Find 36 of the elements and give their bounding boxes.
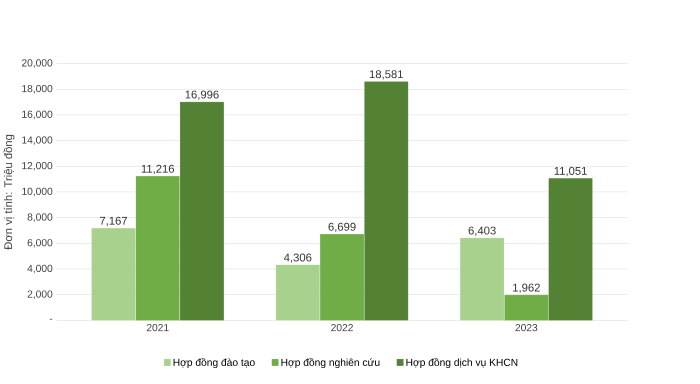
data-label: 18,581 [370, 70, 403, 80]
y-tick-label: 6,000 [28, 238, 52, 248]
data-label: 1,962 [513, 283, 540, 293]
y-axis-title: Đơn vị tính: Triệu đồng [3, 134, 14, 250]
data-label: 4,306 [284, 253, 312, 263]
bar [180, 102, 224, 320]
bar [320, 234, 364, 320]
y-tick-label: 4,000 [27, 264, 52, 274]
data-label: 6,403 [468, 226, 496, 236]
bar [460, 238, 504, 320]
bar [504, 294, 548, 320]
bar [92, 228, 136, 320]
y-tick-label: 20,000 [22, 59, 52, 68]
y-tick-label: 10,000 [22, 188, 52, 196]
data-label: 16,996 [186, 90, 219, 100]
legend-label: Hợp đồng nghiên cứu [281, 358, 380, 368]
legend-label: Hợp đồng dịch vụ KHCN [406, 358, 518, 368]
bar [364, 81, 408, 320]
legend-label: Hợp đồng đào tạo [174, 358, 255, 368]
y-tick-label: - [50, 318, 52, 320]
data-label: 11,216 [142, 164, 174, 174]
bar [276, 264, 320, 320]
data-label: 6,699 [328, 222, 356, 232]
x-tick-label: 2021 [146, 324, 169, 332]
y-tick-label: 16,000 [22, 110, 52, 119]
y-tick-label: 2,000 [28, 290, 52, 299]
data-label: 11,051 [554, 166, 587, 176]
y-tick-label: 14,000 [22, 136, 52, 145]
bar [548, 178, 592, 320]
data-label: 7,167 [100, 216, 128, 226]
x-tick-label: 2023 [515, 324, 538, 332]
bar [136, 176, 180, 320]
y-tick-label: 18,000 [22, 84, 52, 94]
y-tick-label: 8,000 [28, 213, 52, 222]
y-tick-label: 12,000 [22, 162, 52, 170]
x-tick-label: 2022 [331, 324, 353, 332]
